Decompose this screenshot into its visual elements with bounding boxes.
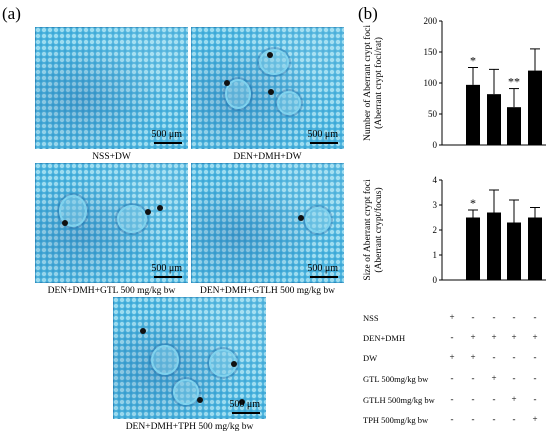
micrograph-den-dmh-gtl: 500 μm bbox=[35, 163, 188, 283]
treatment-cell: - bbox=[533, 352, 537, 362]
treatment-cell: + bbox=[532, 414, 538, 424]
bar bbox=[487, 94, 501, 145]
treatment-cell: + bbox=[470, 352, 476, 362]
scale-bar bbox=[154, 276, 182, 278]
scale-bar-label: 500 μm bbox=[229, 399, 260, 410]
treatment-row-label: GTL 500mg/kg bw bbox=[363, 374, 429, 384]
foci-marker bbox=[268, 89, 274, 95]
treatment-cell: + bbox=[532, 332, 538, 342]
treatment-cell: + bbox=[491, 332, 497, 342]
treatment-cell: + bbox=[470, 332, 476, 342]
scale-bar bbox=[154, 142, 182, 144]
y-tick-label: 3 bbox=[433, 200, 438, 210]
treatment-cell: - bbox=[450, 373, 454, 383]
treatment-row-label: GTLH 500mg/kg bw bbox=[363, 395, 435, 405]
panel-b-label: (b) bbox=[358, 4, 378, 23]
treatment-cell: - bbox=[450, 332, 454, 342]
micrograph-den-dmh-dw: 500 μm bbox=[191, 27, 344, 149]
y-axis-label: (Aberrant crypt foci/rat) bbox=[373, 37, 384, 129]
foci-marker bbox=[140, 328, 146, 334]
micrograph-den-dmh-tph: 500 μm bbox=[113, 297, 266, 419]
treatment-row-label: DW bbox=[363, 353, 378, 363]
treatment-cell: - bbox=[450, 394, 454, 404]
bar bbox=[466, 217, 480, 280]
foci-marker bbox=[224, 80, 230, 86]
treatment-cell: - bbox=[492, 352, 496, 362]
y-axis-label: Number of Aberrant crypt foci bbox=[362, 25, 373, 141]
y-axis-label: Size of Aberrant crypt foci bbox=[362, 179, 373, 281]
treatment-cell: - bbox=[512, 352, 516, 362]
treatment-cell: - bbox=[471, 373, 475, 383]
y-tick-label: 50 bbox=[428, 109, 438, 119]
scale-bar-label: 500 μm bbox=[307, 263, 338, 274]
treatment-cell: - bbox=[471, 394, 475, 404]
scale-bar-label: 500 μm bbox=[151, 263, 182, 274]
treatment-row-label: DEN+DMH bbox=[363, 333, 406, 343]
micrograph-caption: DEN+DMH+TPH 500 mg/kg bw bbox=[125, 422, 254, 432]
foci-marker bbox=[62, 220, 68, 226]
treatment-cell: - bbox=[512, 414, 516, 424]
scale-bar bbox=[310, 142, 338, 144]
panel-a-label: (a) bbox=[2, 4, 21, 23]
micrograph-caption: NSS+DW bbox=[92, 152, 131, 162]
bar bbox=[507, 222, 521, 280]
micrograph-den-dmh-gtlh: 500 μm bbox=[191, 163, 344, 283]
significance-mark: * bbox=[470, 54, 476, 68]
bar bbox=[487, 212, 501, 280]
treatment-cell: - bbox=[492, 312, 496, 322]
treatment-cell: - bbox=[450, 414, 454, 424]
y-tick-label: 4 bbox=[433, 175, 438, 185]
y-tick-label: 2 bbox=[433, 225, 438, 235]
chart-size-of-acf: 0 1 2 3 4 * Size of Aberrant crypt foci (Aberra… bbox=[362, 175, 546, 285]
y-tick-label: 150 bbox=[424, 47, 438, 57]
micrograph-caption: DEN+DMH+GTLH 500 mg/kg bw bbox=[200, 286, 335, 296]
y-tick-label: 100 bbox=[424, 78, 438, 88]
y-tick-label: 200 bbox=[424, 16, 438, 26]
bar bbox=[466, 84, 480, 145]
treatment-cell: - bbox=[533, 394, 537, 404]
treatment-cell: + bbox=[449, 312, 455, 322]
y-tick-label: 1 bbox=[433, 250, 438, 260]
bar bbox=[528, 70, 542, 145]
treatment-cell: + bbox=[511, 332, 517, 342]
treatment-cell: - bbox=[512, 373, 516, 383]
bar bbox=[507, 107, 521, 145]
treatment-cell: - bbox=[533, 312, 537, 322]
micrograph-nss-dw: 500 μm bbox=[35, 27, 188, 149]
treatment-row-label: TPH 500mg/kg bw bbox=[363, 415, 429, 425]
scale-bar bbox=[310, 276, 338, 278]
treatment-cell: - bbox=[471, 414, 475, 424]
scale-bar-label: 500 μm bbox=[151, 129, 182, 140]
micrograph-caption: DEN+DMH+GTL 500 mg/kg bw bbox=[47, 286, 176, 296]
treatment-cell: - bbox=[492, 414, 496, 424]
micrograph-caption: DEN+DMH+DW bbox=[233, 152, 302, 162]
y-tick-label: 0 bbox=[433, 140, 438, 150]
foci-marker bbox=[157, 205, 163, 211]
foci-marker bbox=[231, 361, 237, 367]
treatment-cell: - bbox=[512, 312, 516, 322]
significance-mark: * bbox=[470, 196, 476, 210]
scale-bar bbox=[232, 412, 260, 414]
y-tick-label: 0 bbox=[433, 275, 438, 285]
foci-marker bbox=[298, 215, 304, 221]
significance-mark: ** bbox=[508, 75, 520, 89]
bar bbox=[528, 217, 542, 280]
treatment-row-label: NSS bbox=[363, 313, 379, 323]
foci-marker bbox=[267, 52, 273, 58]
treatment-cell: + bbox=[511, 394, 517, 404]
scale-bar-label: 500 μm bbox=[307, 129, 338, 140]
treatment-cell: + bbox=[449, 352, 455, 362]
treatment-cell: - bbox=[533, 373, 537, 383]
y-axis-label: (Aberrant crypt/focus) bbox=[373, 187, 384, 272]
foci-marker bbox=[145, 209, 151, 215]
treatment-cell: - bbox=[492, 394, 496, 404]
foci-marker bbox=[239, 399, 245, 405]
foci-marker bbox=[197, 397, 203, 403]
treatment-cell: + bbox=[491, 373, 497, 383]
treatment-cell: - bbox=[471, 312, 475, 322]
